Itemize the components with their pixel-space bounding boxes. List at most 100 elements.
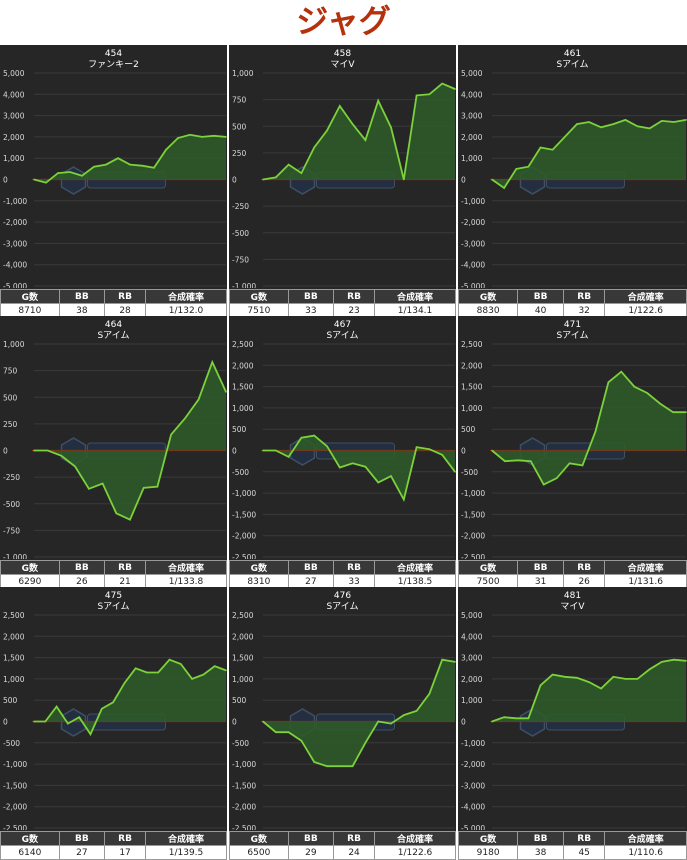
y-tick-label: 500 <box>232 425 247 434</box>
chart-subtitle: Sアイム <box>326 330 358 341</box>
stats-value-cell: 1/138.5 <box>374 574 456 589</box>
stats-header-cell: 合成確率 <box>145 560 227 575</box>
data-point <box>225 391 227 393</box>
y-tick-label: -5,000 <box>3 282 27 288</box>
chart-panel-461: 461 Sアイム 5,000 4,000 3,000 2,000 1,000 0 -1,000 -… <box>457 45 687 318</box>
stats-header-cell: G数 <box>0 289 60 304</box>
data-point <box>326 129 328 132</box>
data-point <box>313 434 315 437</box>
data-point <box>88 488 90 490</box>
stats-value-cell: 38 <box>58 303 106 318</box>
y-tick-label: -1,500 <box>461 510 485 519</box>
data-point <box>60 455 63 457</box>
data-point <box>441 453 443 456</box>
data-point <box>339 466 341 469</box>
series-line <box>262 658 456 768</box>
y-tick-label: -4,000 <box>461 803 485 812</box>
data-point <box>648 127 651 130</box>
data-point <box>454 88 456 90</box>
data-point <box>648 668 651 671</box>
stats-header-cell: BB <box>517 289 565 304</box>
data-point <box>515 717 518 720</box>
y-tick-label: 500 <box>3 393 18 402</box>
data-point <box>515 168 518 170</box>
stats-table: G数 BB RB 合成確率 8310 27 33 1/138.5 <box>229 560 456 589</box>
data-point <box>300 172 303 174</box>
stats-header-cell: G数 <box>0 560 60 575</box>
series-line <box>34 658 227 737</box>
stats-header-cell: 合成確率 <box>374 560 456 575</box>
data-point <box>33 720 35 723</box>
y-tick-label: 2,000 <box>232 632 254 641</box>
stats-table: G数 BB RB 合成確率 7500 31 26 1/131.6 <box>457 560 687 589</box>
data-point <box>146 671 148 674</box>
y-tick-label: 2,500 <box>232 611 254 620</box>
chart-subtitle: マイV <box>330 60 355 70</box>
data-point <box>313 146 315 149</box>
data-point <box>262 720 264 723</box>
y-tick-label: 3,000 <box>461 112 483 121</box>
chart-title: 475 <box>105 591 122 601</box>
data-point <box>555 477 558 479</box>
data-point <box>672 411 674 413</box>
y-tick-label: -500 <box>461 468 478 477</box>
y-tick-label: 4,000 <box>461 90 483 99</box>
stats-value-cell: 27 <box>287 574 335 589</box>
stats-value-cell: 1/122.6 <box>374 845 456 860</box>
data-point <box>503 716 505 719</box>
chart-panel-464: 464 Sアイム 1,000 750 500 250 0 -250 -500 -750 -1,000… <box>0 316 227 589</box>
data-point <box>660 661 663 663</box>
data-point <box>165 148 167 151</box>
series-line <box>491 370 686 486</box>
data-point <box>69 171 71 173</box>
y-tick-label: 0 <box>232 718 237 727</box>
data-point <box>262 178 264 181</box>
series-area <box>492 659 686 722</box>
stats-header-cell: BB <box>58 289 106 304</box>
stats-header-cell: 合成確率 <box>604 831 687 846</box>
data-point <box>105 163 107 166</box>
data-point <box>100 707 103 710</box>
data-point <box>517 459 519 462</box>
data-point <box>142 486 145 489</box>
chart-title: 471 <box>564 320 581 330</box>
stats-value-cell: 45 <box>563 845 606 860</box>
y-tick-label: 2,500 <box>3 611 25 620</box>
data-point <box>57 172 59 174</box>
stats-header-cell: RB <box>104 831 147 846</box>
y-tick-label: 1,000 <box>232 404 254 413</box>
data-point <box>685 411 687 413</box>
data-point <box>539 684 542 687</box>
y-tick-label: -2,000 <box>232 532 256 541</box>
data-point <box>81 174 83 177</box>
chart-subtitle: Sアイム <box>97 601 129 612</box>
stats-header-cell: RB <box>104 289 147 304</box>
data-point <box>403 178 405 181</box>
stats-table: G数 BB RB 合成確率 6290 26 21 1/133.8 <box>0 560 227 589</box>
y-tick-label: -2,000 <box>461 760 485 769</box>
y-tick-label: -5,000 <box>461 282 485 288</box>
data-point <box>441 658 443 661</box>
data-point <box>33 449 35 452</box>
data-point <box>390 722 392 725</box>
chart-panel-475: 475 Sアイム 2,500 2,000 1,500 1,000 500 0 -500 -1,00… <box>0 587 227 860</box>
data-point <box>503 187 505 189</box>
data-point <box>93 165 95 168</box>
y-tick-label: -2,500 <box>461 553 485 559</box>
y-tick-label: -2,500 <box>232 553 256 559</box>
data-point <box>115 512 118 515</box>
stats-header-cell: G数 <box>457 560 519 575</box>
y-tick-label: 0 <box>3 447 8 456</box>
y-tick-label: 500 <box>461 425 476 434</box>
y-tick-label: 750 <box>232 96 247 105</box>
data-point <box>581 464 584 467</box>
y-tick-label: 1,000 <box>232 69 254 78</box>
y-tick-label: 1,000 <box>461 154 483 163</box>
chart-title: 481 <box>564 591 581 601</box>
y-tick-label: 2,000 <box>232 361 254 370</box>
stats-table: G数 BB RB 合成確率 6500 29 24 1/122.6 <box>229 831 456 860</box>
